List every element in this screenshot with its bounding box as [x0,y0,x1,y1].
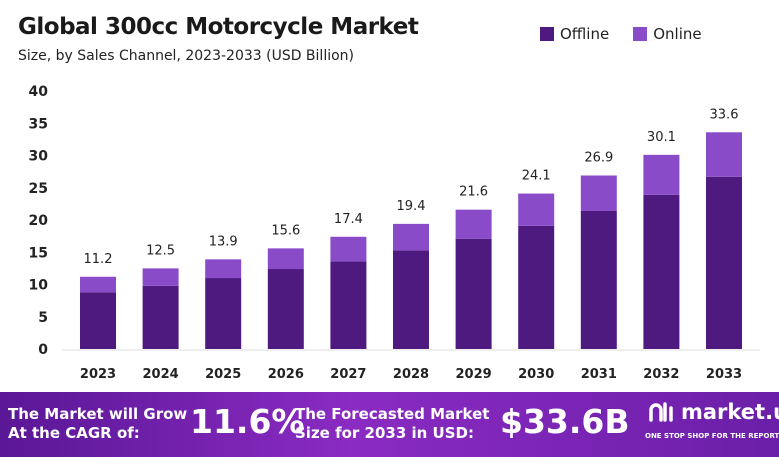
data-label: 15.6 [271,223,300,238]
data-label: 17.4 [334,212,363,227]
bar-online-2025 [205,259,242,279]
legend: Offline Online [540,25,702,43]
data-label: 21.6 [459,185,488,200]
bar-offline-2027 [330,261,367,349]
bar-online-2024 [142,268,179,286]
data-label: 26.9 [584,150,613,165]
x-tick-label: 2024 [143,367,179,382]
bar-online-2029 [455,209,492,239]
cagr-label-line2: At the CAGR of: [8,424,140,442]
bar-chart: 051015202530354011.2202312.5202413.92025… [29,84,760,382]
bar-online-2031 [580,175,617,211]
bar-offline-2025 [205,278,242,349]
bar-online-2030 [518,193,555,226]
logo-tagline: ONE STOP SHOP FOR THE REPORTS [645,432,779,440]
cagr-label-line1: The Market will Grow [8,405,188,423]
y-tick-label: 20 [29,213,49,229]
bar-offline-2030 [518,225,555,349]
data-label: 19.4 [397,199,426,214]
x-tick-label: 2033 [706,367,742,382]
cagr-value: 11.6% [190,402,305,441]
bar-online-2023 [80,276,116,293]
chart-subtitle: Size, by Sales Channel, 2023-2033 (USD B… [18,48,354,64]
bar-offline-2023 [80,292,116,349]
y-tick-label: 5 [38,310,48,326]
legend-online: Online [633,25,702,43]
legend-swatch-online [633,27,648,41]
y-tick-label: 35 [29,116,48,132]
bar-online-2028 [393,223,429,251]
data-label: 12.5 [146,243,175,258]
legend-swatch-offline [540,27,554,41]
y-tick-label: 0 [38,342,48,358]
forecast-label-line1: The Forecasted Market [295,405,490,423]
bar-offline-2031 [580,210,617,349]
y-tick-label: 15 [29,245,48,261]
x-tick-label: 2029 [456,367,492,382]
bar-offline-2033 [706,176,742,349]
bar-offline-2028 [393,250,429,349]
data-label: 24.1 [522,169,551,184]
x-tick-label: 2028 [393,367,429,382]
data-label: 11.2 [84,252,113,267]
x-tick-label: 2031 [581,367,617,382]
data-label: 13.9 [209,234,238,249]
y-tick-label: 10 [29,278,49,294]
forecast-value: $33.6B [500,402,630,441]
x-tick-label: 2023 [80,367,116,382]
summary-banner: The Market will Grow At the CAGR of: 11.6… [0,392,779,457]
bar-offline-2026 [267,269,304,349]
bar-online-2032 [643,154,680,195]
bar-online-2033 [706,132,742,177]
bar-online-2027 [330,236,367,262]
x-tick-label: 2027 [330,367,366,382]
forecast-label-line2: Size for 2033 in USD: [295,424,474,442]
legend-label-online: Online [653,25,702,43]
cagr-label: The Market will Grow At the CAGR of: [8,405,187,443]
y-tick-label: 40 [29,84,49,100]
legend-label-offline: Offline [560,25,610,43]
market-us-logo: market.us [648,400,779,424]
x-tick-label: 2032 [643,367,679,382]
bar-offline-2032 [643,194,680,349]
chart-title: Global 300cc Motorcycle Market [18,14,419,40]
bar-online-2026 [267,248,304,270]
data-label: 33.6 [710,107,739,122]
logo-name: market.us [681,400,779,424]
bar-offline-2029 [455,238,492,349]
y-tick-label: 25 [29,181,48,197]
forecast-label: The Forecasted Market Size for 2033 in US… [295,405,489,443]
x-tick-label: 2025 [205,367,241,382]
y-tick-label: 30 [29,149,49,165]
legend-offline: Offline [540,25,609,43]
logo-icon [649,402,673,422]
bar-offline-2024 [142,285,179,349]
data-label: 30.1 [647,130,676,145]
x-tick-label: 2026 [268,367,304,382]
x-tick-label: 2030 [518,367,554,382]
